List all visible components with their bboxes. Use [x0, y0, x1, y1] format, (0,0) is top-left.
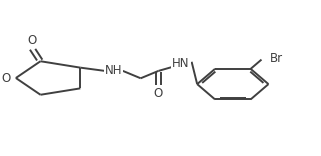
Text: HN: HN — [172, 57, 190, 70]
Text: O: O — [27, 34, 37, 47]
Text: Br: Br — [270, 52, 283, 65]
Text: O: O — [154, 87, 163, 100]
Text: O: O — [2, 71, 11, 85]
Text: NH: NH — [105, 64, 122, 77]
